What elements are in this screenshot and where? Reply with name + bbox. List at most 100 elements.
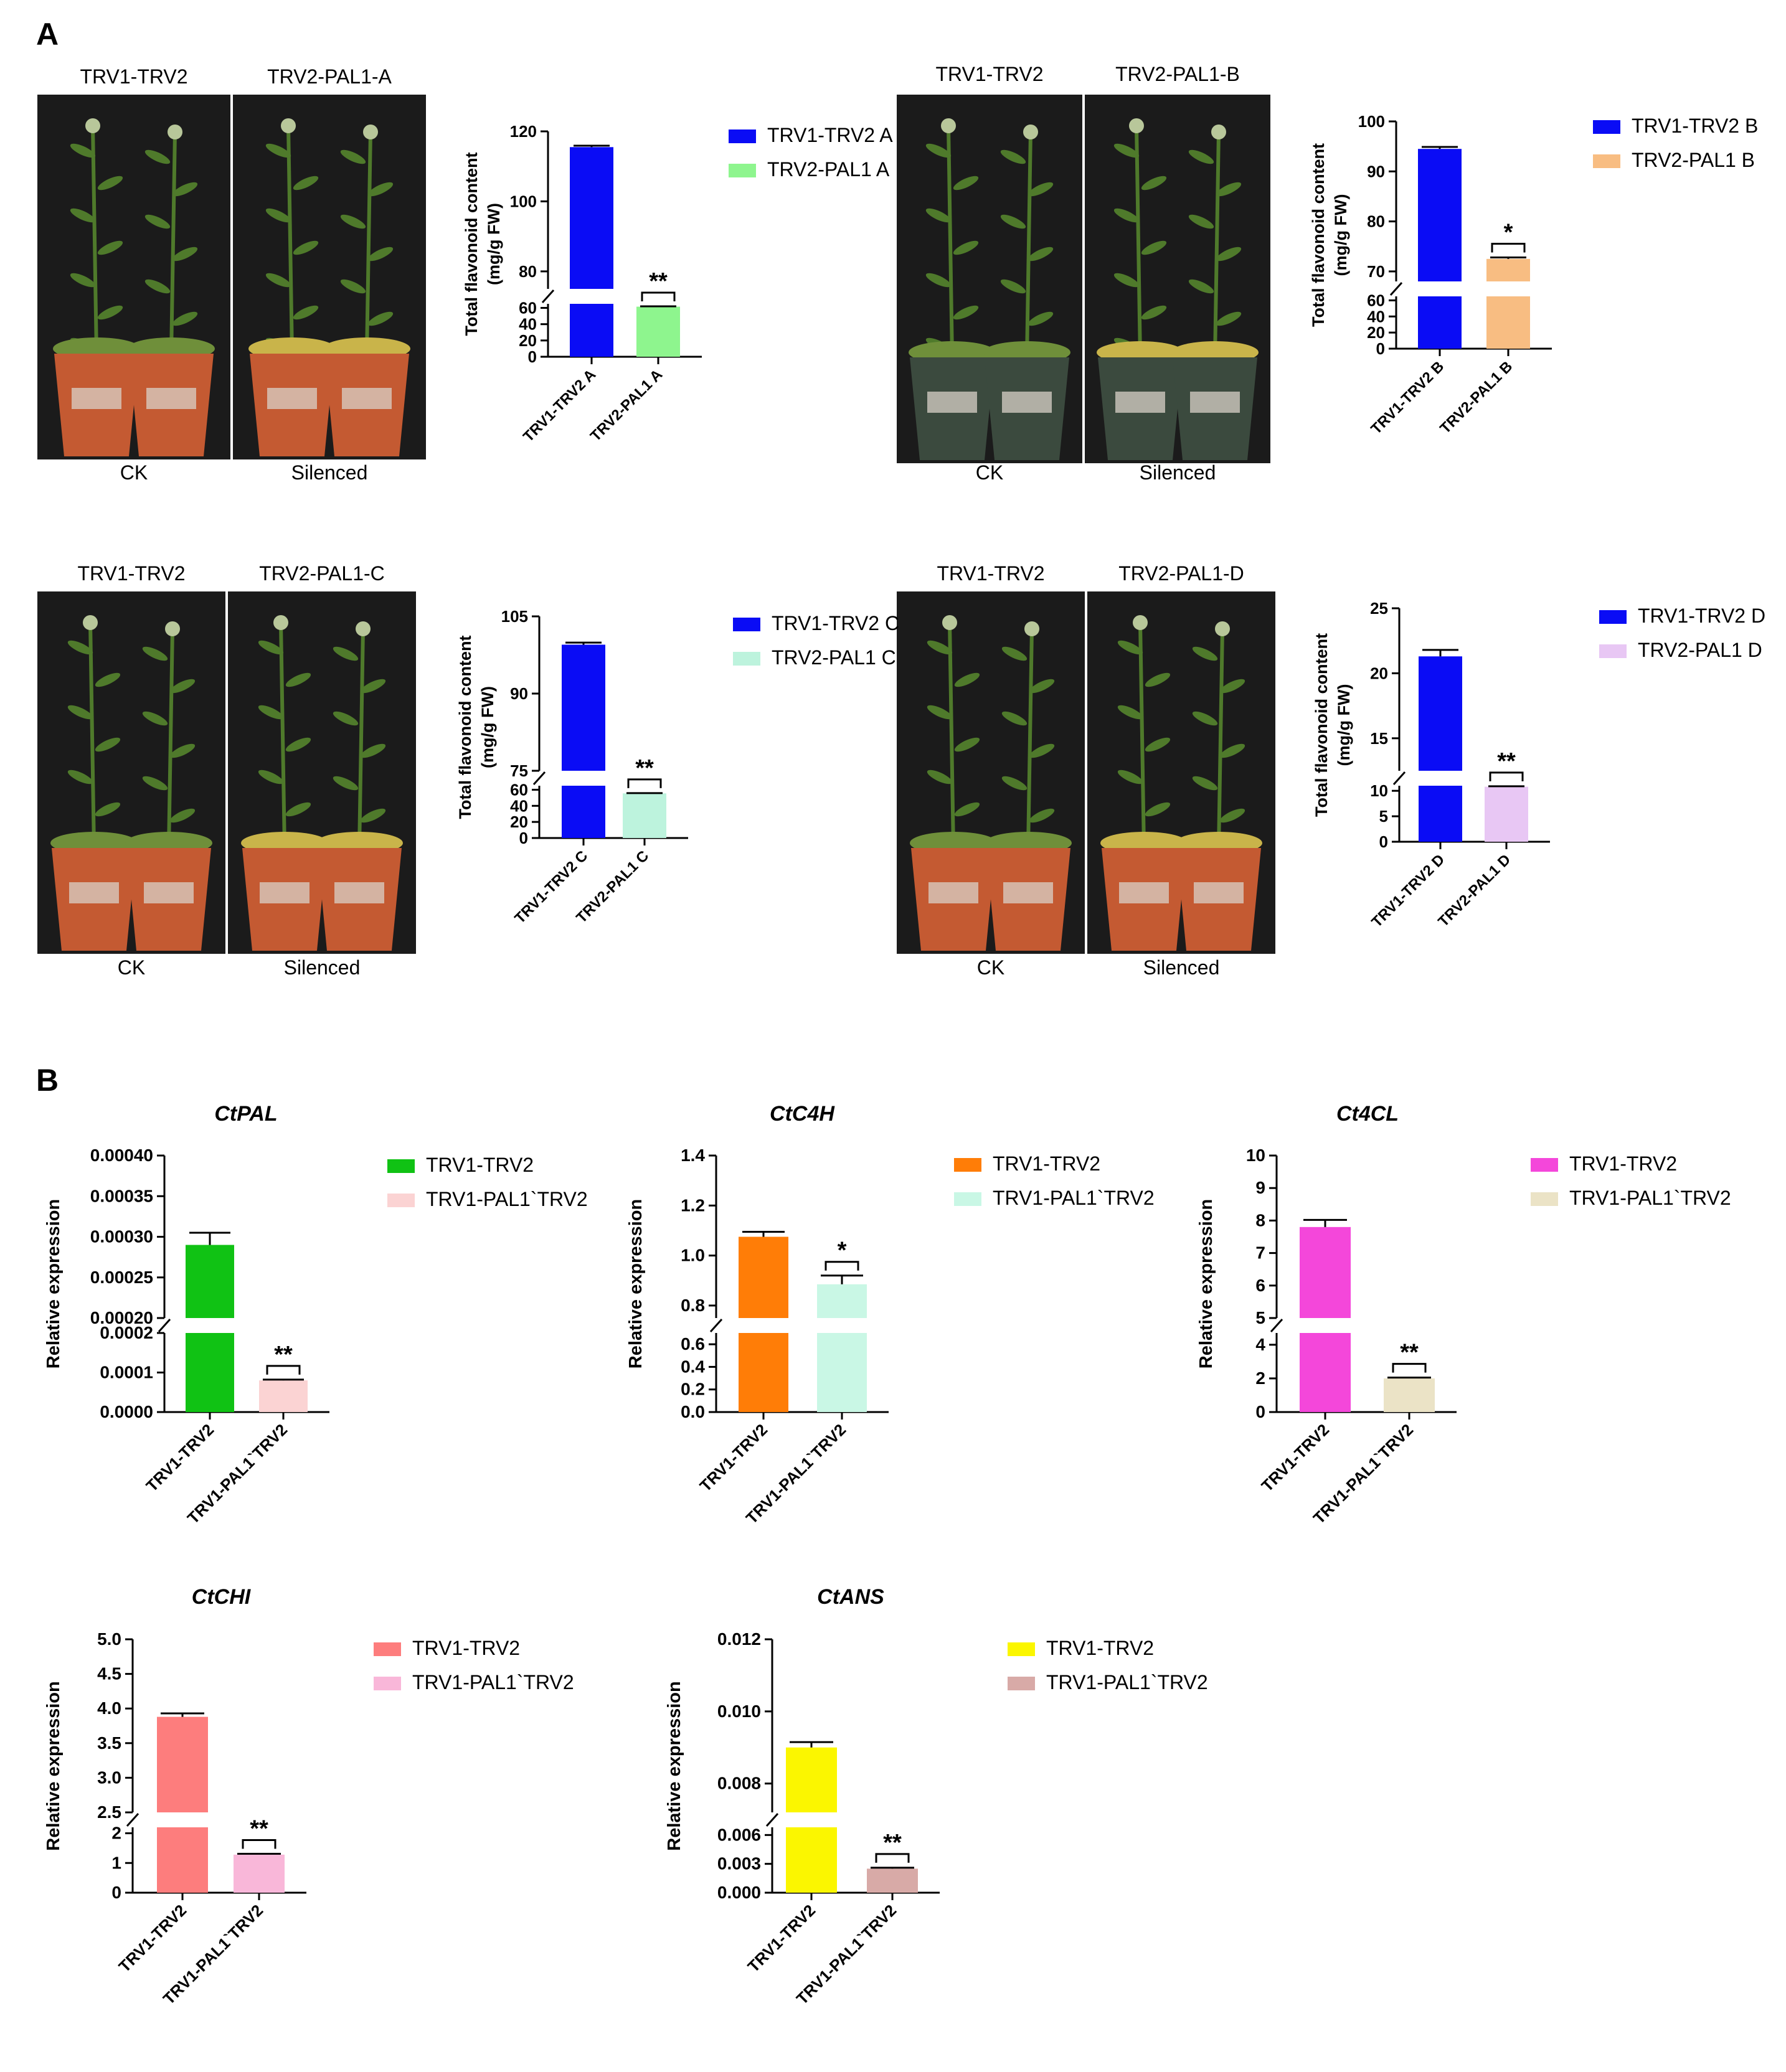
plant-leaf (1188, 214, 1214, 229)
plant-leaf (67, 770, 93, 784)
plant-stem (1213, 131, 1221, 358)
plant-leaf (1001, 646, 1028, 661)
plant-leaf (1141, 176, 1167, 191)
plant-leaf (70, 273, 96, 288)
flower-bud (273, 615, 288, 630)
plant-leaf (1113, 273, 1140, 288)
legend-label: TRV1-TRV2 C (772, 612, 899, 634)
plant-stem (91, 125, 98, 354)
flower-bud (1133, 615, 1148, 630)
y-axis-label: Total flavonoid content (mg/g FW) (456, 636, 497, 819)
y-tick-label: 0.010 (717, 1702, 761, 1721)
flower-bud (85, 118, 100, 133)
y-tick-label: 40 (510, 796, 528, 815)
plant-leaf (1219, 808, 1245, 823)
y-tick-label: 105 (501, 607, 528, 626)
flower-bud (168, 125, 182, 139)
chart-ctc4h: CtC4H Relative expression 0.0 0.2 0.4 0.6 0.8 1… (626, 1102, 1155, 1527)
plant-leaf (285, 737, 311, 752)
plant-leaf (1001, 776, 1028, 791)
legend-label: TRV2-PAL1 C (772, 646, 896, 669)
plant-leaf (67, 640, 93, 655)
plant-leaf (360, 743, 386, 758)
y-tick-label: 10 (1370, 781, 1388, 800)
photo-caption-silenced: Silenced (1140, 461, 1216, 484)
plant-leaf (333, 711, 359, 726)
photo-top-label-ck: TRV1-TRV2 (77, 562, 185, 585)
flower-bud (1023, 125, 1038, 139)
photo-panel-B: TRV1-TRV2 TRV2-PAL1-B CK Silenced (897, 63, 1270, 484)
bar-control-upper (157, 1716, 208, 1812)
plant-stem (1025, 131, 1032, 358)
y-axis-label-line: Relative expression (1196, 1199, 1216, 1368)
plant-leaf (293, 305, 319, 320)
legend-swatch (1599, 644, 1627, 658)
legend-label: TRV1-PAL1`TRV2 (412, 1671, 574, 1693)
plant-leaf (144, 279, 171, 294)
chart-ctchi: CtCHI Relative expression 0 1 2 2.5 3.0 3.5 4.0 4… (44, 1585, 574, 2008)
legend-label: TRV1-PAL1`TRV2 (426, 1188, 588, 1210)
photo-caption-silenced: Silenced (291, 461, 368, 484)
bar-silenced (867, 1868, 918, 1893)
plant-leaf (953, 305, 979, 320)
y-tick-label: 3.5 (97, 1733, 121, 1753)
bar-control-upper (739, 1236, 788, 1318)
bar-silenced (623, 793, 666, 838)
bar-control-lower (1418, 296, 1462, 349)
legend-swatch (954, 1192, 981, 1206)
significance-marker: ** (649, 268, 668, 294)
plant-leaf (172, 182, 198, 197)
plant-leaf (172, 311, 198, 326)
photo-caption-ck: CK (977, 956, 1004, 979)
y-axis-label: Total flavonoid content (mg/g FW) (1312, 633, 1353, 817)
y-tick-label: 0 (528, 347, 537, 366)
y-axis-label-line: (mg/g FW) (1331, 194, 1350, 276)
pot-label (267, 388, 317, 409)
y-tick-label: 4.0 (97, 1698, 121, 1718)
pot-label (260, 882, 309, 903)
plant-leaf (1029, 743, 1055, 758)
pot-label (928, 882, 978, 903)
y-tick-label: 0.000 (717, 1883, 761, 1902)
y-tick-label: 0.00035 (90, 1186, 153, 1205)
plant-stem (286, 125, 294, 354)
significance-marker: * (838, 1238, 847, 1264)
plant-stem (167, 628, 174, 849)
plant-leaf (927, 770, 953, 784)
plant-leaf (1145, 737, 1171, 752)
y-axis-label-line: (mg/g FW) (1335, 684, 1353, 766)
y-tick-label: 80 (519, 262, 537, 281)
significance-marker: * (1504, 219, 1513, 245)
plant-leaf (142, 646, 168, 661)
y-tick-label: 6 (1255, 1276, 1265, 1295)
photo-panel-C: TRV1-TRV2 TRV2-PAL1-C CK Silenced (37, 562, 416, 979)
y-tick-label: 90 (1367, 162, 1385, 181)
plant-leaf (142, 711, 168, 726)
legend-swatch (1531, 1192, 1558, 1206)
axis-break-mark (1389, 281, 1403, 296)
bar-silenced-lower (1486, 296, 1530, 349)
plant-leaf (954, 737, 980, 752)
plant-leaf (293, 176, 319, 191)
plant-leaf (70, 208, 96, 223)
y-tick-label: 80 (1367, 212, 1385, 231)
significance-marker: ** (250, 1815, 268, 1842)
flower-bud (363, 125, 378, 139)
plant-leaf (340, 279, 366, 294)
y-axis-label-line: Relative expression (626, 1199, 646, 1368)
plant-stem (1026, 628, 1034, 849)
legend-label: TRV2-PAL1 B (1632, 149, 1755, 171)
pot-label (1194, 882, 1244, 903)
chart-title: CtANS (817, 1585, 884, 1609)
photo-caption-ck: CK (118, 956, 145, 979)
y-tick-label: 0.00040 (90, 1146, 153, 1165)
y-tick-label: 4 (1255, 1335, 1265, 1354)
y-axis-label: Relative expression (664, 1681, 684, 1850)
axis-break-mark (126, 1812, 139, 1827)
significance-bracket (875, 1853, 910, 1863)
y-tick-label: 1.2 (681, 1195, 705, 1215)
y-tick-label: 1.4 (681, 1146, 705, 1165)
